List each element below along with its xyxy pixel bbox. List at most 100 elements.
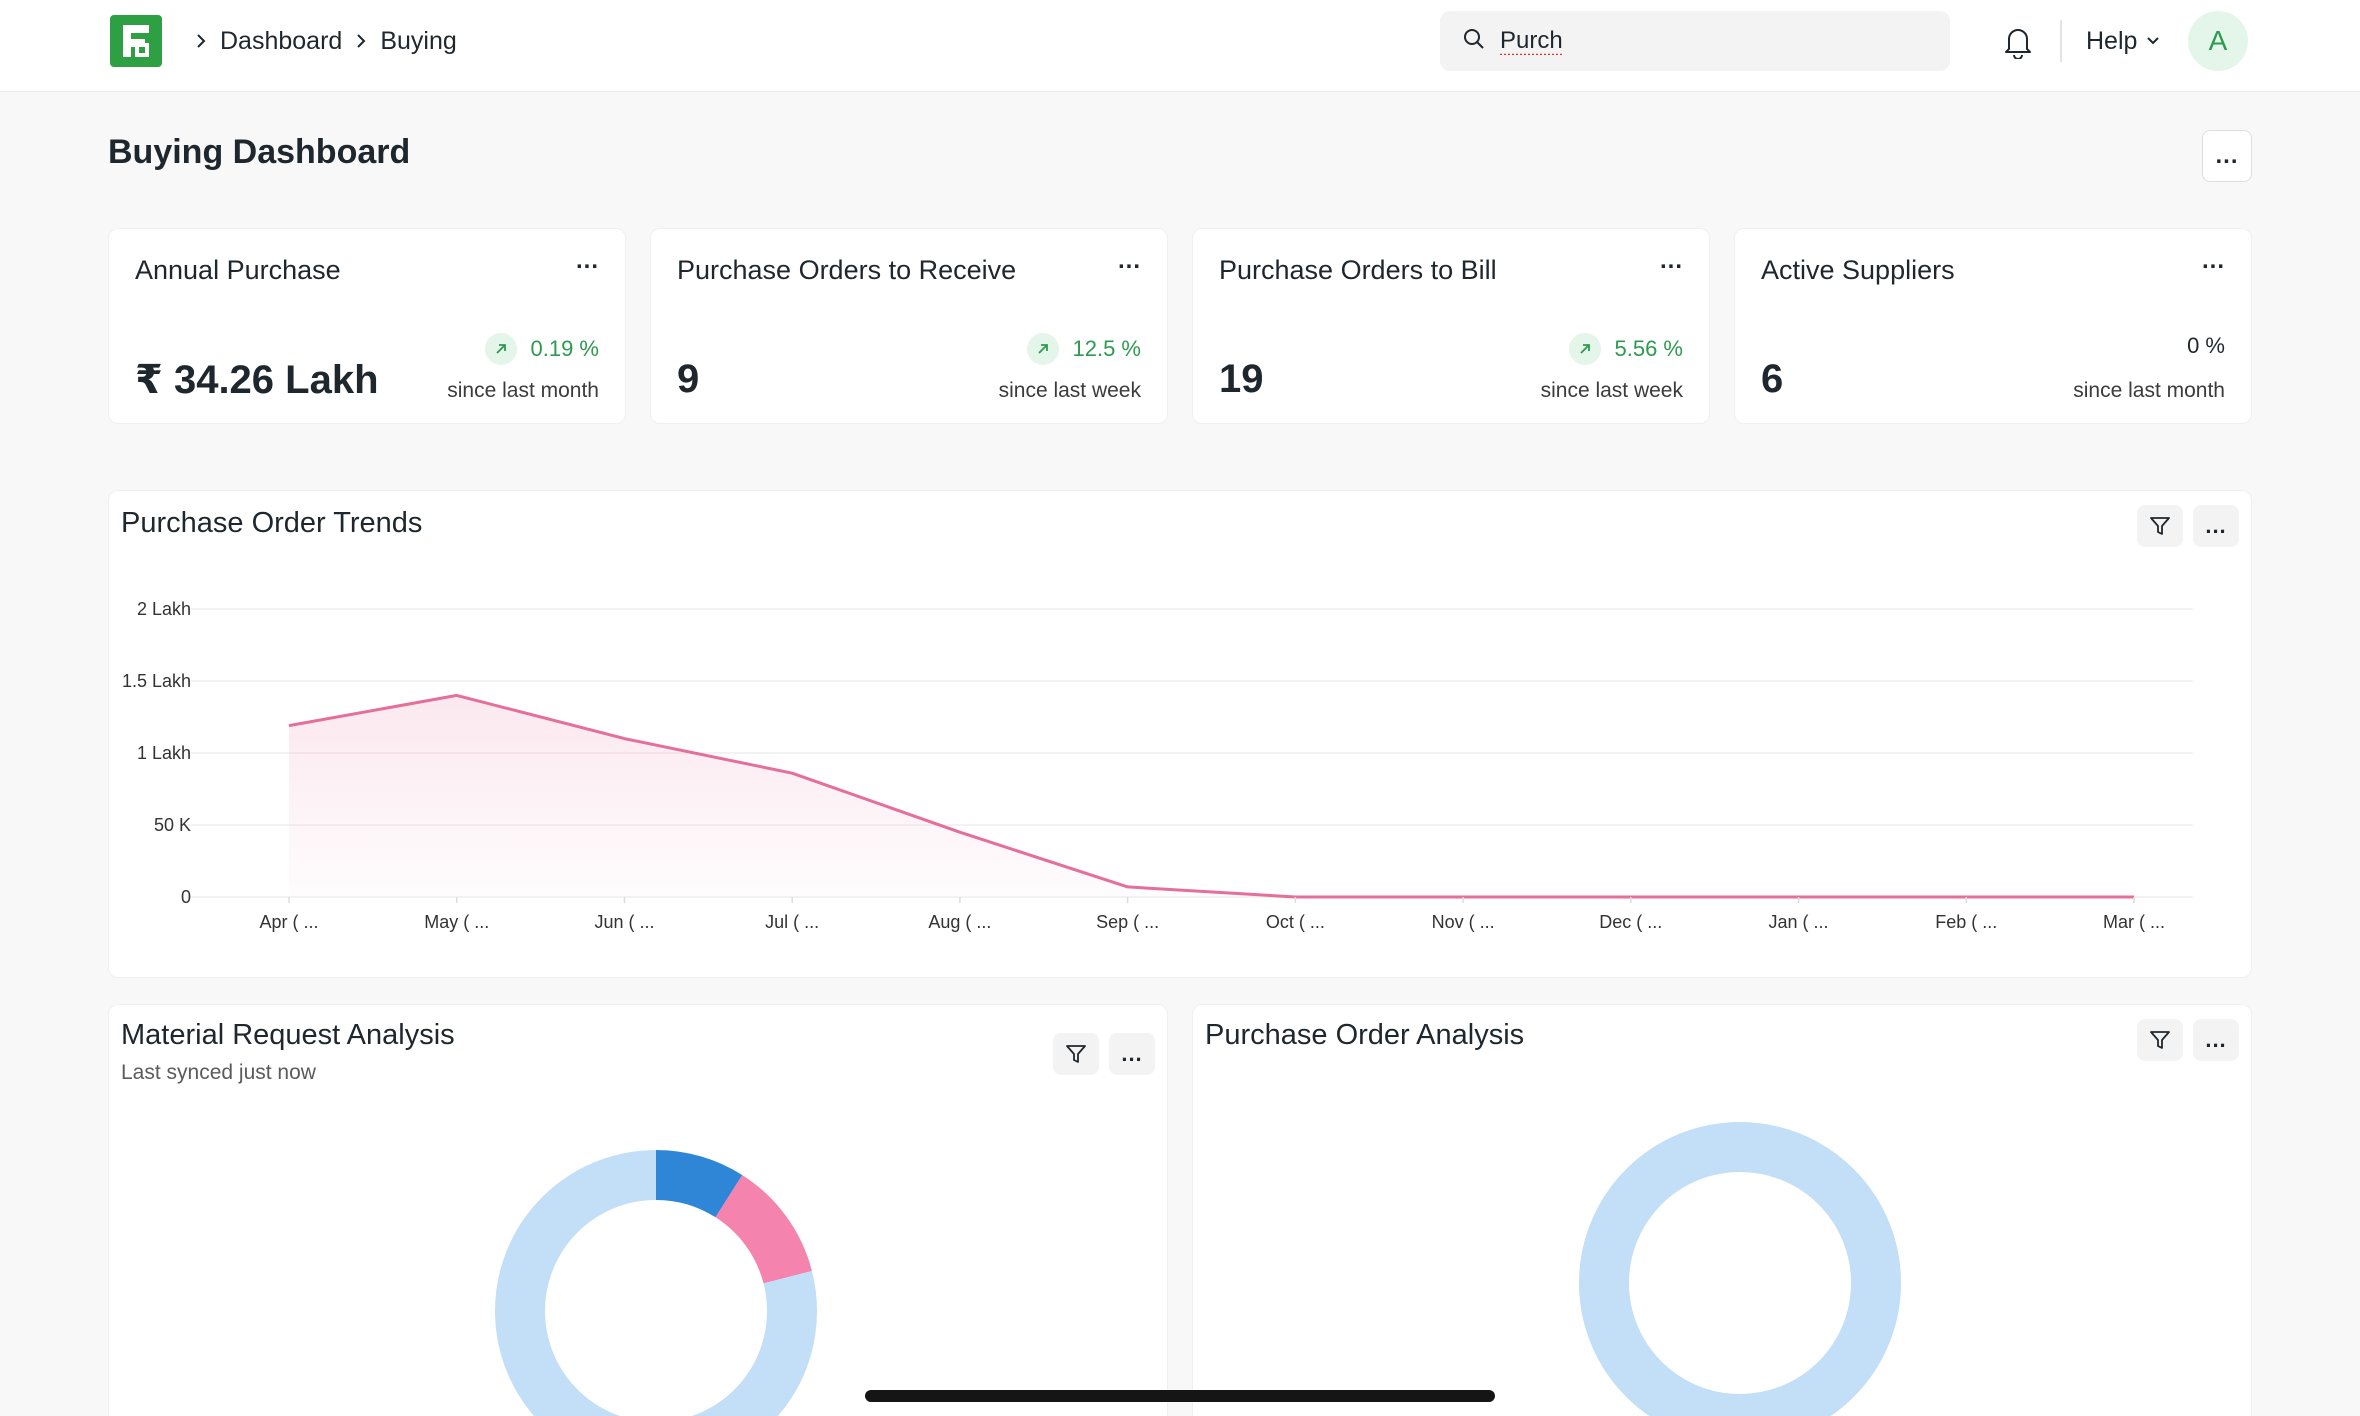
data-point[interactable] bbox=[2126, 889, 2142, 905]
y-tick-label: 2 Lakh bbox=[137, 599, 191, 619]
purchase-order-analysis-card: Purchase Order Analysis ... bbox=[1192, 1004, 2252, 1416]
data-point[interactable] bbox=[784, 765, 800, 781]
x-tick-label: Feb ( ... bbox=[1935, 912, 1997, 932]
breadcrumb-buying[interactable]: Buying bbox=[380, 26, 457, 55]
data-point[interactable] bbox=[1120, 879, 1136, 895]
card-value: 6 bbox=[1761, 357, 1784, 401]
card-menu-button[interactable]: ... bbox=[1117, 247, 1141, 274]
x-tick-label: May ( ... bbox=[424, 912, 489, 932]
data-point[interactable] bbox=[1958, 889, 1974, 905]
card-since: since last week bbox=[998, 379, 1141, 402]
card-menu-button[interactable]: ... bbox=[1659, 247, 1683, 274]
x-tick-label: Oct ( ... bbox=[1266, 912, 1325, 932]
data-point[interactable] bbox=[1791, 889, 1807, 905]
card-change: 0 % bbox=[2187, 333, 2225, 359]
y-tick-label: 1.5 Lakh bbox=[122, 671, 191, 691]
arrow-up-right-icon bbox=[484, 333, 517, 365]
card-change-value: 0.19 % bbox=[530, 336, 600, 361]
search-icon bbox=[1462, 27, 1486, 56]
card-menu-button[interactable]: ... bbox=[575, 247, 599, 274]
card-value: 19 bbox=[1219, 357, 1264, 401]
material-request-analysis-card: Material Request Analysis Last synced ju… bbox=[108, 1004, 1168, 1416]
data-point[interactable] bbox=[449, 687, 465, 703]
x-tick-label: Apr ( ... bbox=[259, 912, 318, 932]
filter-icon bbox=[2150, 1031, 2170, 1049]
series-line bbox=[288, 693, 2134, 899]
pie-slice[interactable] bbox=[495, 1150, 817, 1416]
filter-icon bbox=[2150, 517, 2170, 535]
chevron-right-icon bbox=[194, 32, 208, 50]
pie-slice[interactable] bbox=[1579, 1122, 1901, 1416]
data-point[interactable] bbox=[1455, 889, 1471, 905]
page-menu-button[interactable]: ... bbox=[2202, 130, 2252, 182]
card-change-value: 12.5 % bbox=[1072, 336, 1142, 361]
material-request-donut bbox=[495, 1150, 817, 1416]
card-since: since last month bbox=[447, 379, 599, 402]
search-bar[interactable] bbox=[1440, 11, 1950, 71]
avatar[interactable]: A bbox=[2188, 11, 2248, 71]
filter-button[interactable] bbox=[2137, 505, 2183, 547]
frappe-logo-icon[interactable] bbox=[110, 15, 162, 67]
x-tick-label: Aug ( ... bbox=[928, 912, 991, 932]
help-dropdown[interactable]: Help bbox=[2086, 24, 2161, 58]
chart-menu-button[interactable]: ... bbox=[1109, 1033, 1155, 1075]
filter-icon bbox=[1066, 1045, 1086, 1063]
card-change-value: 5.56 % bbox=[1614, 336, 1684, 361]
page-title: Buying Dashboard bbox=[108, 133, 411, 171]
data-point[interactable] bbox=[616, 731, 632, 747]
pie-slice[interactable] bbox=[714, 1175, 812, 1285]
arrow-up-right-icon bbox=[1026, 333, 1059, 365]
y-tick-label: 0 bbox=[181, 887, 191, 907]
trend-chart: 0 50 K 1 Lakh 1.5 Lakh 2 Lakh Apr ( ... May ( … bbox=[122, 599, 2193, 932]
last-synced-text: Last synced just now bbox=[121, 1061, 316, 1084]
help-label: Help bbox=[2086, 26, 2138, 55]
number-card-active-suppliers[interactable]: Active Suppliers ... 6 0 % since last mo… bbox=[1734, 228, 2252, 424]
x-tick-label: Sep ( ... bbox=[1096, 912, 1159, 932]
filter-button[interactable] bbox=[2137, 1019, 2183, 1061]
card-change: 12.5 % bbox=[1026, 333, 1142, 365]
chevron-down-icon bbox=[2147, 37, 2160, 45]
x-tick-label: Jul ( ... bbox=[765, 912, 819, 932]
card-since: since last week bbox=[1540, 379, 1683, 402]
filter-button[interactable] bbox=[1053, 1033, 1099, 1075]
card-title: Purchase Orders to Receive bbox=[677, 255, 1017, 285]
x-tick-label: Dec ( ... bbox=[1599, 912, 1662, 932]
card-title: Active Suppliers bbox=[1761, 255, 1955, 285]
number-card-po-to-bill[interactable]: Purchase Orders to Bill ... 19 5.56 % si… bbox=[1192, 228, 1710, 424]
pie-slice[interactable] bbox=[655, 1150, 743, 1218]
chart-menu-button[interactable]: ... bbox=[2193, 1019, 2239, 1061]
number-card-annual-purchase[interactable]: Annual Purchase ... ₹ 34.26 Lakh 0.19 % … bbox=[108, 228, 626, 424]
area-fill bbox=[289, 695, 2134, 897]
chart-title: Material Request Analysis bbox=[121, 1019, 455, 1051]
chart-title: Purchase Order Analysis bbox=[1205, 1019, 1525, 1051]
card-title: Purchase Orders to Bill bbox=[1219, 255, 1497, 285]
data-point[interactable] bbox=[281, 718, 297, 734]
card-value: ₹ 34.26 Lakh bbox=[135, 358, 379, 402]
data-point[interactable] bbox=[1287, 889, 1303, 905]
card-change-value: 0 % bbox=[2187, 333, 2225, 358]
navbar: Dashboard Buying Help A bbox=[0, 0, 2360, 92]
card-menu-button[interactable]: ... bbox=[2201, 247, 2225, 274]
chevron-right-icon bbox=[354, 32, 368, 50]
x-tick-label: Nov ( ... bbox=[1432, 912, 1495, 932]
chart-menu-button[interactable]: ... bbox=[2193, 505, 2239, 547]
number-card-po-to-receive[interactable]: Purchase Orders to Receive ... 9 12.5 % … bbox=[650, 228, 1168, 424]
notification-bell-icon[interactable] bbox=[2000, 22, 2036, 62]
data-point[interactable] bbox=[1623, 889, 1639, 905]
card-title: Annual Purchase bbox=[135, 255, 341, 285]
navbar-divider bbox=[2060, 20, 2062, 62]
breadcrumb: Dashboard Buying bbox=[182, 26, 457, 56]
x-tick-label: Mar ( ... bbox=[2103, 912, 2165, 932]
y-tick-label: 1 Lakh bbox=[137, 743, 191, 763]
card-change: 0.19 % bbox=[484, 333, 600, 365]
y-tick-label: 50 K bbox=[154, 815, 191, 835]
purchase-order-trends-card: Purchase Order Trends ... 0 50 K 1 Lakh 1.5… bbox=[108, 490, 2252, 978]
data-point[interactable] bbox=[952, 824, 968, 840]
x-tick-label: Jun ( ... bbox=[594, 912, 654, 932]
search-input[interactable] bbox=[1500, 27, 1920, 55]
home-indicator bbox=[865, 1390, 1495, 1402]
breadcrumb-dashboard[interactable]: Dashboard bbox=[220, 26, 343, 55]
x-tick-label: Jan ( ... bbox=[1769, 912, 1829, 932]
purchase-order-donut bbox=[1579, 1122, 1901, 1416]
chart-title: Purchase Order Trends bbox=[121, 507, 423, 539]
